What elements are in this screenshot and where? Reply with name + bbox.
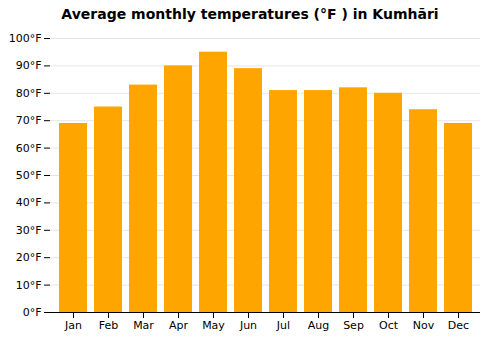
svg-text:60°F: 60°F [16, 142, 42, 155]
svg-text:30°F: 30°F [16, 224, 42, 237]
svg-text:Oct: Oct [379, 319, 399, 332]
svg-text:50°F: 50°F [16, 169, 42, 182]
svg-text:Aug: Aug [308, 319, 329, 332]
svg-text:90°F: 90°F [16, 59, 42, 72]
svg-text:70°F: 70°F [16, 114, 42, 127]
svg-text:Apr: Apr [169, 319, 189, 332]
svg-text:Mar: Mar [133, 319, 154, 332]
svg-text:Jan: Jan [64, 319, 82, 332]
svg-text:20°F: 20°F [16, 251, 42, 264]
svg-text:May: May [202, 319, 225, 332]
svg-text:Jul: Jul [276, 319, 290, 332]
svg-text:Jun: Jun [239, 319, 257, 332]
svg-text:Dec: Dec [448, 319, 469, 332]
svg-text:Feb: Feb [99, 319, 118, 332]
svg-text:40°F: 40°F [16, 196, 42, 209]
svg-text:100°F: 100°F [9, 32, 42, 45]
svg-text:10°F: 10°F [16, 279, 42, 292]
svg-text:Sep: Sep [343, 319, 364, 332]
svg-text:Nov: Nov [413, 319, 435, 332]
svg-text:80°F: 80°F [16, 87, 42, 100]
html-text:Average monthly temperatures (: Average monthly temperatures (°F ) in Ku… [61, 6, 439, 22]
svg-text:0°F: 0°F [23, 306, 42, 319]
